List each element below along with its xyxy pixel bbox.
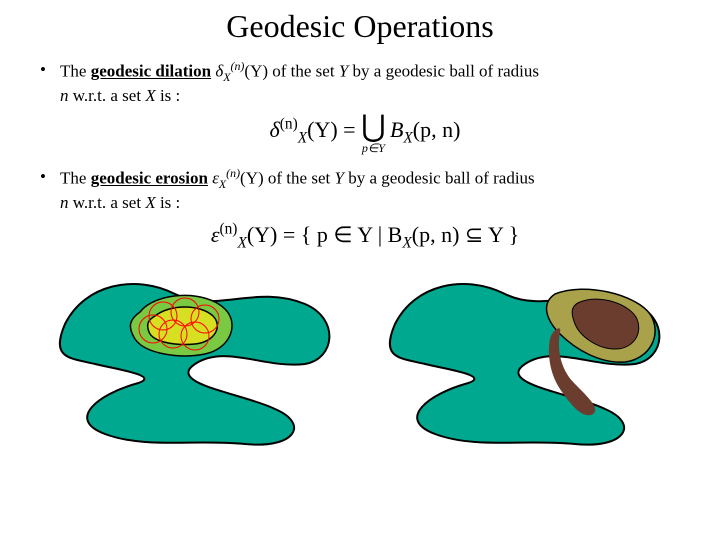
bullet-text: The geodesic erosion ε X (n)(Y) of the set… bbox=[60, 166, 690, 213]
b1-lead: The bbox=[60, 62, 91, 81]
f1-union: ⋃ bbox=[361, 112, 386, 142]
bullet-text: The geodesic dilation δX(n)(Y) of the se… bbox=[60, 59, 690, 106]
b2-n: n bbox=[60, 193, 69, 212]
f1-B: B bbox=[390, 117, 403, 142]
figure-row bbox=[0, 264, 720, 454]
b2-l2c: is : bbox=[156, 193, 181, 212]
f1-rarg: (p, n) bbox=[413, 117, 461, 142]
slide: Geodesic Operations • The geodesic dilat… bbox=[0, 8, 720, 540]
b1-mid: by a geodesic ball of radius bbox=[348, 62, 539, 81]
f2-open: { p ∈ Y | B bbox=[301, 222, 403, 247]
bullet-erosion: • The geodesic erosion ε X (n)(Y) of the s… bbox=[40, 166, 690, 213]
b2-mid: by a geodesic ball of radius bbox=[344, 169, 535, 188]
f1-sup: (n) bbox=[280, 116, 298, 133]
f1-delta: δ bbox=[270, 117, 280, 142]
f1-unionsub: p∈Y bbox=[361, 142, 386, 154]
bullet-dilation: • The geodesic dilation δX(n)(Y) of the … bbox=[40, 59, 690, 106]
b2-after: (Y) of the set bbox=[240, 169, 334, 188]
f1-Bsub: X bbox=[403, 129, 412, 146]
b1-n: n bbox=[60, 86, 69, 105]
formula-erosion: ε(n)X(Y) = { p ∈ Y | BX(p, n) ⊆ Y } bbox=[40, 219, 690, 252]
b2-term: geodesic erosion bbox=[91, 169, 208, 188]
f2-arg: (Y) = bbox=[247, 222, 301, 247]
b1-sub: X bbox=[223, 70, 230, 84]
b2-l2b: w.r.t. a set bbox=[69, 193, 146, 212]
b2-eps: ε bbox=[208, 169, 219, 188]
b1-delta: δ bbox=[211, 62, 223, 81]
b1-after: (Y) of the set bbox=[244, 62, 338, 81]
b1-sup: (n) bbox=[231, 59, 245, 73]
f2-sub: X bbox=[237, 234, 246, 251]
figure-dilation bbox=[45, 264, 345, 454]
f2-mid: (p, n) ⊆ Y } bbox=[412, 222, 519, 247]
b2-Y: Y bbox=[334, 169, 343, 188]
f2-sup: (n) bbox=[219, 220, 237, 237]
b1-l2b: w.r.t. a set bbox=[69, 86, 146, 105]
bullet-marker: • bbox=[40, 59, 60, 106]
b1-X: X bbox=[145, 86, 155, 105]
slide-title: Geodesic Operations bbox=[0, 8, 720, 45]
b2-X: X bbox=[145, 193, 155, 212]
b1-term: geodesic dilation bbox=[91, 62, 211, 81]
f1-arg: (Y) = bbox=[307, 117, 361, 142]
bullet-list: • The geodesic dilation δX(n)(Y) of the … bbox=[0, 59, 720, 252]
b2-sup: (n) bbox=[226, 166, 240, 180]
bullet-marker: • bbox=[40, 166, 60, 213]
b1-Y: Y bbox=[339, 62, 348, 81]
formula-dilation: δ(n)X(Y) = ⋃ p∈Y BX(p, n) bbox=[40, 112, 690, 154]
b2-lead: The bbox=[60, 169, 91, 188]
f2-Bsub: X bbox=[402, 234, 411, 251]
f1-sub: X bbox=[298, 129, 307, 146]
figure-erosion bbox=[375, 264, 675, 454]
b1-l2c: is : bbox=[156, 86, 181, 105]
